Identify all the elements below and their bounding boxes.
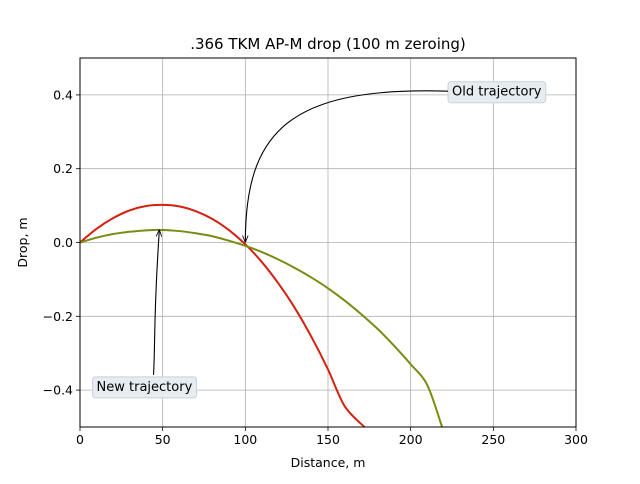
x-axis-label: Distance, m [291,455,366,470]
annotation-2: New trajectory [92,230,198,399]
x-tick-label: 150 [316,432,340,447]
y-tick-label: 0.2 [53,161,73,176]
x-tick-label: 250 [481,432,505,447]
x-tick-label: 200 [399,432,423,447]
annotation-text: Old trajectory [452,85,542,100]
annotations: Old trajectory New trajectory [92,81,547,399]
annotation-box [92,376,198,399]
y-tick-label: 0.4 [53,87,73,102]
annotation-arrow [245,90,449,243]
ticks: 0 50 100 150 200 250 300 0.4 0.2 0.0 −0.2 −0.4 [43,87,588,447]
series-line-1 [80,203,366,427]
annotation-box [447,81,547,104]
x-tick-label: 0 [76,432,84,447]
y-tick-label: −0.2 [43,309,73,324]
series-line-2 [80,228,444,427]
x-tick-label: 100 [233,432,257,447]
annotation-arrow [152,230,160,375]
x-tick-label: 300 [564,432,588,447]
y-axis-label: Drop, m [15,217,30,267]
annotation-1: Old trajectory [245,81,547,243]
y-tick-label: −0.4 [43,383,73,398]
annotation-text: New trajectory [97,380,193,395]
x-tick-label: 50 [155,432,171,447]
y-tick-label: 0.0 [53,235,73,250]
series-group [80,203,444,427]
chart-title: .366 TKM AP-M drop (100 m zeroing) [190,35,466,53]
